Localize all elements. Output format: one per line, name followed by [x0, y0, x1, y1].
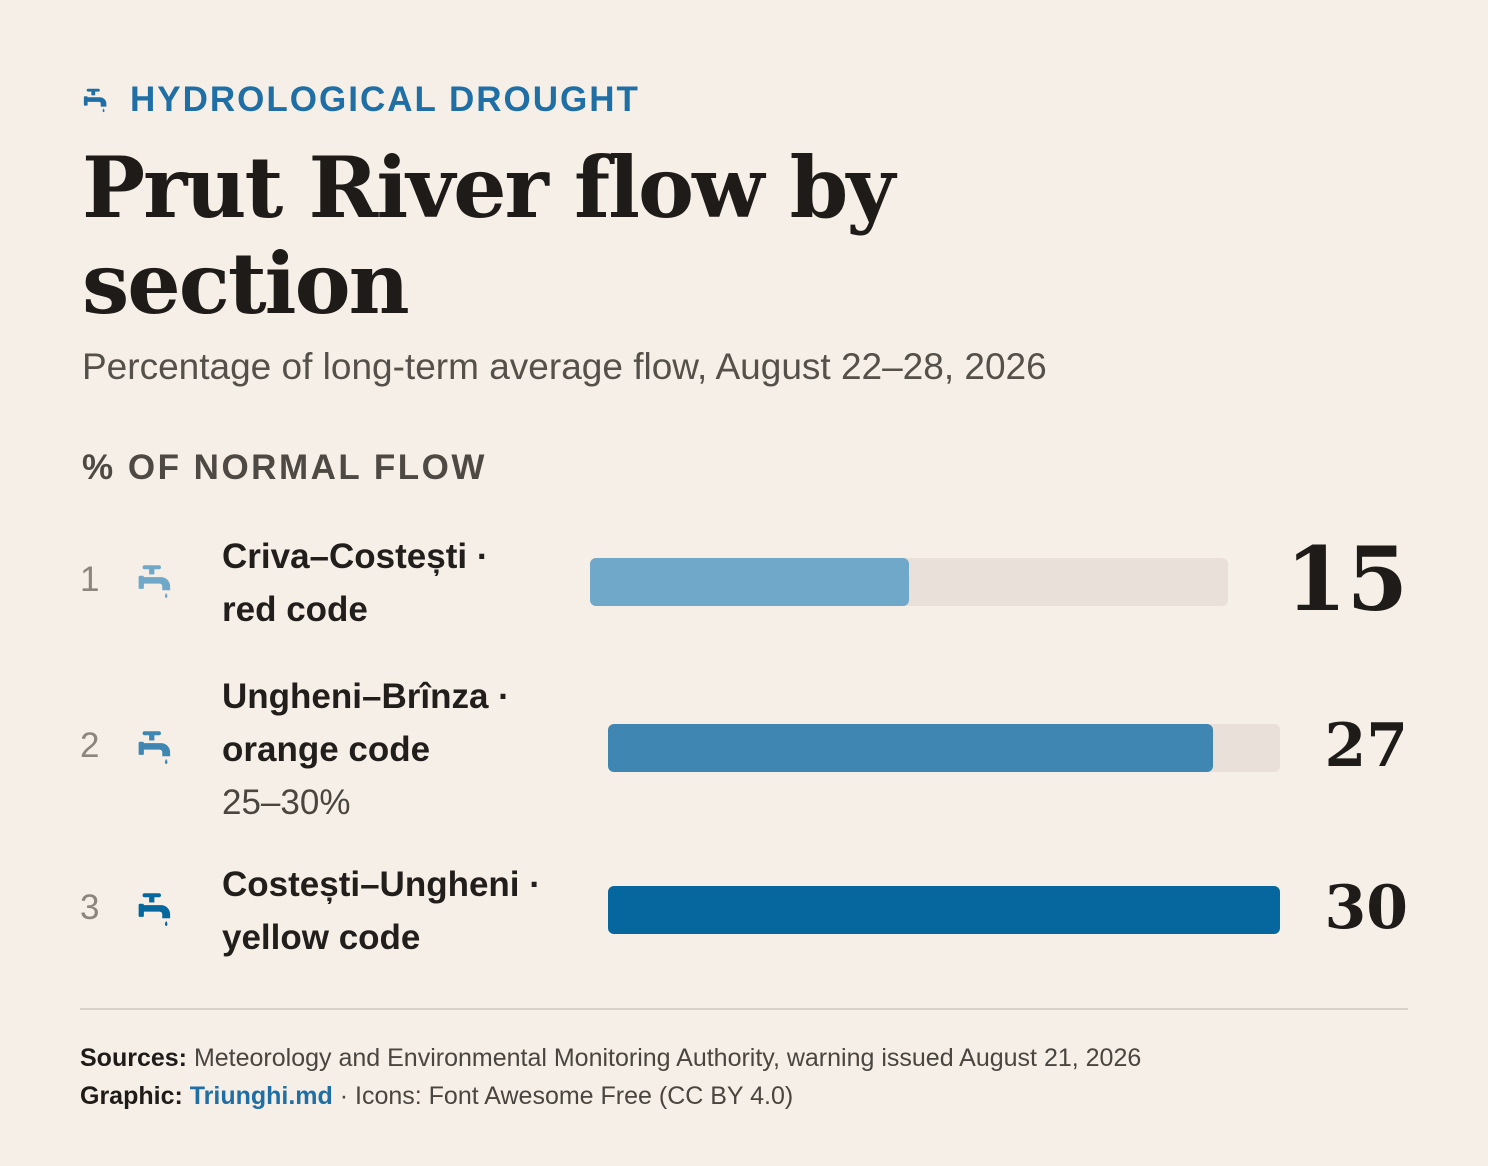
graphic-line: Graphic: Triunghi.md · Icons: Font Aweso…	[80, 1082, 793, 1111]
bar-track	[590, 558, 1228, 606]
row-rank: 3	[80, 888, 100, 927]
sources-text: Meteorology and Environmental Monitoring…	[193, 1044, 1142, 1072]
bar	[590, 558, 909, 606]
range-note: 25–30%	[222, 783, 351, 822]
kicker: HYDROLOGICAL DROUGHT	[82, 80, 640, 120]
row-rank: 2	[80, 726, 100, 765]
bar	[608, 886, 1280, 934]
warning-code: yellow code	[222, 918, 421, 957]
section-name: Costești–Ungheni ·	[222, 865, 541, 904]
value-label: 30	[1324, 872, 1409, 943]
bar-track	[608, 886, 1280, 934]
icons-credit: · Icons: Font Awesome Free (CC BY 4.0)	[339, 1082, 794, 1110]
faucet-drip-icon	[136, 560, 178, 602]
category-label: Costești–Ungheni · yellow code	[222, 858, 582, 964]
category-label: Ungheni–Brînza · orange code 25–30%	[222, 670, 582, 829]
value-axis-label: % OF NORMAL FLOW	[82, 448, 487, 487]
faucet-drip-icon	[136, 726, 178, 768]
bar-track	[608, 724, 1280, 772]
warning-code: orange code	[222, 730, 431, 769]
warning-code: red code	[222, 590, 368, 629]
graphic-credit-link[interactable]: Triunghi.md	[189, 1082, 333, 1110]
chart-title: Prut River flow by section	[82, 138, 895, 333]
kicker-text: HYDROLOGICAL DROUGHT	[130, 80, 640, 119]
graphic-label: Graphic:	[80, 1082, 183, 1110]
category-label: Criva–Costești · red code	[222, 530, 582, 636]
section-name: Criva–Costești ·	[222, 537, 489, 576]
sources-line: Sources: Meteorology and Environmental M…	[80, 1044, 1141, 1073]
faucet-drip-icon	[83, 88, 107, 113]
value-label: 15	[1285, 527, 1408, 632]
chart-subtitle: Percentage of long-term average flow, Au…	[82, 346, 1047, 387]
footer-divider	[80, 1008, 1408, 1010]
sources-label: Sources:	[80, 1044, 187, 1072]
value-label: 27	[1324, 710, 1409, 781]
row-rank: 1	[80, 560, 100, 599]
bar	[608, 724, 1213, 772]
section-name: Ungheni–Brînza ·	[222, 677, 510, 716]
faucet-drip-icon	[136, 888, 178, 930]
